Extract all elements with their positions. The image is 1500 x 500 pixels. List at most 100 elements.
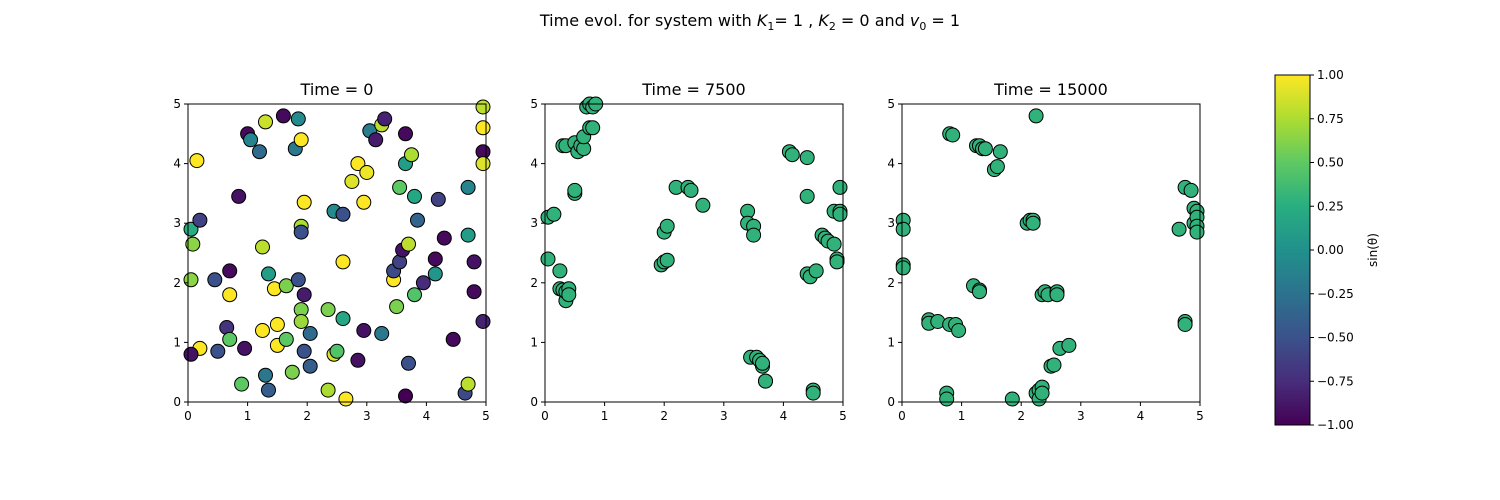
scatter-point <box>344 174 360 189</box>
axes-frame <box>544 103 844 403</box>
scatter-point <box>895 260 911 276</box>
scatter-point <box>1177 317 1193 332</box>
scatter-point <box>189 153 205 169</box>
scatter-point <box>222 287 238 303</box>
x-tick-label: 3 <box>1077 409 1085 423</box>
scatter-point <box>460 376 476 392</box>
colorbar-gradient <box>1274 74 1311 426</box>
title-segment: Time evol. for system with <box>539 11 757 30</box>
scatter-point <box>296 194 312 210</box>
y-tick-label: 5 <box>530 97 538 111</box>
scatter-marks <box>895 108 1205 407</box>
scatter-point <box>398 126 413 142</box>
scatter-point <box>207 272 223 288</box>
scatter-point <box>475 99 491 115</box>
colorbar-tick-label: −0.25 <box>1317 287 1354 301</box>
scatter-point <box>261 266 276 282</box>
scatter-point <box>799 188 815 204</box>
scatter-point <box>398 388 413 404</box>
scatter-point <box>1049 287 1065 303</box>
x-tick-label: 5 <box>839 409 847 423</box>
scatter-point <box>466 284 482 300</box>
scatter-point <box>460 179 476 195</box>
scatter-point <box>972 284 987 300</box>
scatter-point <box>989 159 1005 175</box>
scatter-point <box>561 287 577 303</box>
scatter-point <box>695 197 711 213</box>
scatter-point <box>466 254 482 270</box>
scatter-point <box>210 343 226 359</box>
colorbar-label: sin(θ) <box>1366 233 1380 267</box>
scatter-panel-time-0: Time = 0 0 1 2 3 4 5 0 1 2 3 4 5 <box>173 80 491 423</box>
scatter-point <box>945 127 961 143</box>
panel-title: Time = 0 <box>300 80 374 99</box>
scatter-point <box>1046 357 1062 373</box>
scatter-marks <box>540 96 848 401</box>
scatter-point <box>222 263 238 279</box>
scatter-point <box>374 326 390 341</box>
scatter-point <box>404 147 419 163</box>
scatter-point <box>784 147 800 163</box>
scatter-point <box>758 373 773 389</box>
scatter-point <box>1004 391 1020 407</box>
scatter-point <box>377 111 393 127</box>
scatter-point <box>407 188 422 204</box>
title-segment: K <box>818 11 830 30</box>
scatter-point <box>1183 182 1199 198</box>
title-segment: 0 <box>919 20 926 33</box>
scatter-point <box>1061 337 1077 353</box>
y-tick-label: 1 <box>173 335 181 349</box>
colorbar-tick-label: 0.25 <box>1317 199 1344 213</box>
scatter-point <box>832 206 848 222</box>
scatter-point <box>329 343 345 359</box>
title-segment: 2 <box>829 20 836 33</box>
scatter-point <box>552 263 568 279</box>
scatter-point <box>832 179 848 195</box>
scatter-point <box>755 355 770 371</box>
scatter-point <box>805 385 821 401</box>
scatter-point <box>222 331 238 347</box>
scatter-point <box>977 141 993 157</box>
figure-title: Time evol. for system with K1= 1 , K2 = … <box>539 11 960 33</box>
axes-frame <box>901 103 1201 403</box>
scatter-point <box>427 266 443 282</box>
scatter-point <box>389 299 405 315</box>
scatter-point <box>183 346 199 362</box>
scatter-point <box>269 317 285 332</box>
scatter-point <box>415 275 431 291</box>
scatter-point <box>350 156 366 172</box>
scatter-point <box>392 179 408 195</box>
scatter-point <box>799 150 815 166</box>
title-segment: K <box>757 11 769 30</box>
y-tick-label: 4 <box>530 157 538 171</box>
scatter-point <box>234 376 250 392</box>
x-tick-label: 0 <box>184 409 192 423</box>
scatter-point <box>296 287 312 303</box>
scatter-point <box>258 367 273 383</box>
y-tick-label: 2 <box>173 276 181 290</box>
x-tick-label: 4 <box>780 409 788 423</box>
scatter-point <box>1189 224 1205 240</box>
x-tick-label: 4 <box>1137 409 1145 423</box>
scatter-point <box>410 212 425 228</box>
y-tick-label: 4 <box>173 157 181 171</box>
scatter-point <box>302 326 318 341</box>
y-tick-label: 0 <box>173 395 181 409</box>
x-axis: 0 1 2 3 4 5 <box>541 402 847 423</box>
colorbar-tick-label: 0.75 <box>1317 112 1344 126</box>
scatter-point <box>356 323 372 338</box>
colorbar-tick-label: −0.75 <box>1317 374 1354 388</box>
scatter-point <box>826 236 842 252</box>
scatter-point <box>746 227 762 243</box>
scatter-point <box>293 314 309 329</box>
y-tick-label: 3 <box>887 216 895 230</box>
scatter-point <box>460 227 476 243</box>
scatter-point <box>320 382 336 398</box>
x-tick-label: 1 <box>601 409 609 423</box>
y-tick-label: 3 <box>530 216 538 230</box>
scatter-point <box>808 263 824 279</box>
scatter-point <box>293 132 309 148</box>
x-tick-label: 3 <box>363 409 371 423</box>
y-axis: 0 1 2 3 4 5 <box>173 97 188 409</box>
